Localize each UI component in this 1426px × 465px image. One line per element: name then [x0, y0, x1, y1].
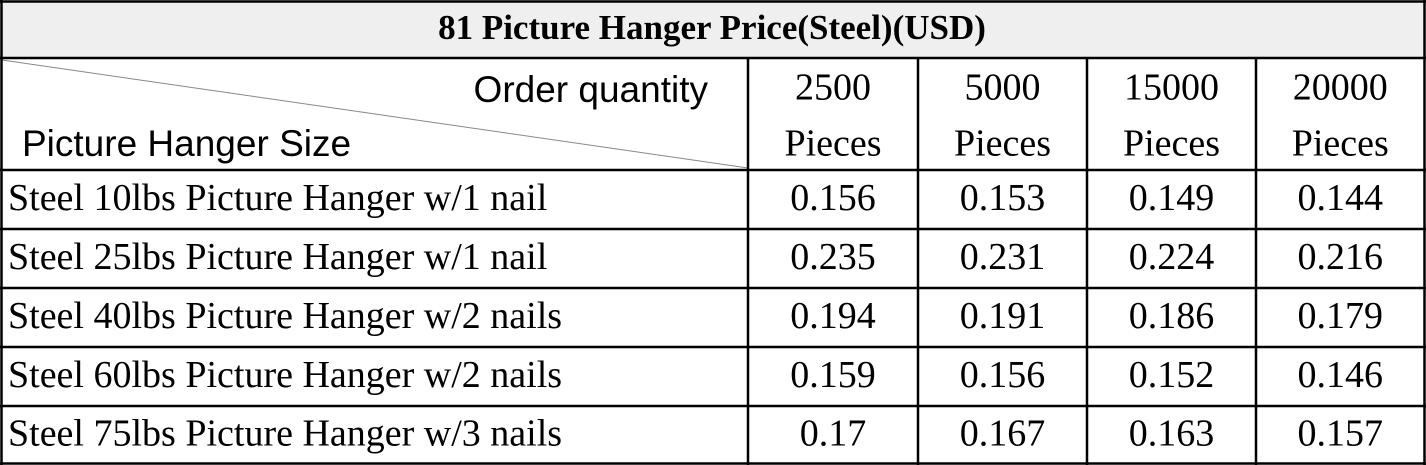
column-unit: Pieces	[1123, 123, 1220, 165]
price: 0.186	[1129, 295, 1215, 337]
price: 0.167	[960, 412, 1046, 454]
price: 0.191	[960, 295, 1046, 337]
column-unit: Pieces	[954, 123, 1051, 165]
price: 0.231	[960, 236, 1046, 278]
row-label: Steel 60lbs Picture Hanger w/2 nails	[8, 354, 562, 396]
column-quantity: 15000	[1124, 67, 1219, 109]
corner-bottom: Picture Hanger Size	[22, 123, 351, 164]
price: 0.153	[960, 177, 1046, 219]
price: 0.163	[1129, 412, 1215, 454]
title-background	[0, 0, 1426, 58]
column-unit: Pieces	[784, 123, 881, 165]
price: 0.149	[1129, 177, 1215, 219]
column-quantity: 5000	[965, 67, 1041, 109]
price: 0.156	[790, 177, 876, 219]
price: 0.17	[800, 412, 867, 454]
price: 0.179	[1298, 295, 1384, 337]
column-quantity: 2500	[795, 67, 871, 109]
price: 0.146	[1298, 354, 1384, 396]
price: 0.194	[790, 295, 876, 337]
price: 0.156	[960, 354, 1046, 396]
row-label: Steel 40lbs Picture Hanger w/2 nails	[8, 295, 562, 337]
column-quantity: 20000	[1293, 67, 1388, 109]
diagonal-divider	[1, 59, 749, 169]
price: 0.224	[1129, 236, 1215, 278]
table-title: 81 Picture Hanger Price(Steel)(USD)	[438, 8, 986, 47]
row-label: Steel 10lbs Picture Hanger w/1 nail	[8, 177, 547, 219]
price: 0.235	[790, 236, 876, 278]
price: 0.144	[1298, 177, 1384, 219]
price: 0.157	[1298, 412, 1384, 454]
row-label: Steel 25lbs Picture Hanger w/1 nail	[8, 236, 547, 278]
corner-top: Order quantity	[474, 69, 709, 110]
column-unit: Pieces	[1292, 123, 1389, 165]
price: 0.159	[790, 354, 876, 396]
row-label: Steel 75lbs Picture Hanger w/3 nails	[8, 412, 562, 454]
price: 0.152	[1129, 354, 1215, 396]
price: 0.216	[1298, 236, 1384, 278]
